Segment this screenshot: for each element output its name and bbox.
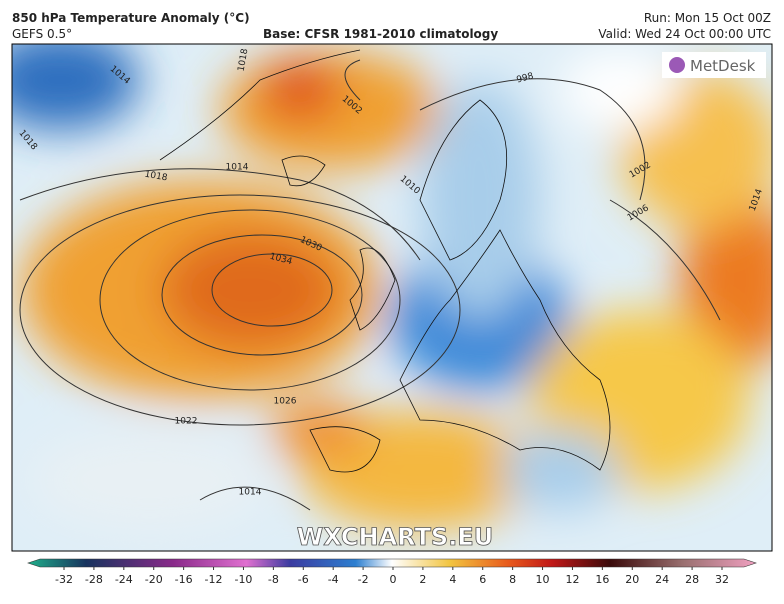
colorbar-tick-label: -2 xyxy=(358,573,369,586)
colorbar-tick-label: 8 xyxy=(509,573,516,586)
logo: MetDesk xyxy=(690,57,756,75)
colorbar xyxy=(27,558,757,568)
watermark: WXCHARTS.EU xyxy=(297,523,493,551)
colorbar-tick-label: 2 xyxy=(419,573,426,586)
isobar-label: 1026 xyxy=(274,397,297,407)
colorbar-tick-label: 32 xyxy=(715,573,729,586)
model: GEFS 0.5° xyxy=(12,27,72,41)
colorbar-tick-label: 16 xyxy=(595,573,609,586)
colorbar-tick-label: 12 xyxy=(565,573,579,586)
colorbar-tick-label: 6 xyxy=(479,573,486,586)
colorbar-tick-label: -16 xyxy=(175,573,193,586)
isobar-label: 1018 xyxy=(144,170,169,184)
base: Base: CFSR 1981-2010 climatology xyxy=(263,27,498,41)
colorbar-tick-label: -20 xyxy=(145,573,163,586)
colorbar-tick-label: -32 xyxy=(55,573,73,586)
isobar-label: 998 xyxy=(516,71,535,85)
isobar-label: 1014 xyxy=(239,488,262,498)
title: 850 hPa Temperature Anomaly (°C) xyxy=(12,11,250,25)
colorbar-tick-label: 24 xyxy=(655,573,669,586)
colorbar-tick-label: -8 xyxy=(268,573,279,586)
map xyxy=(12,44,772,551)
colorbar-tick-label: 28 xyxy=(685,573,699,586)
colorbar-tick-label: -24 xyxy=(115,573,133,586)
colorbar-tick-label: 20 xyxy=(625,573,639,586)
isobar-label: 1018 xyxy=(237,48,251,73)
colorbar-tick-label: -28 xyxy=(85,573,103,586)
colorbar-tick-label: -6 xyxy=(298,573,309,586)
colorbar-tick-label: 4 xyxy=(449,573,456,586)
run: Run: Mon 15 Oct 00Z xyxy=(644,11,771,25)
isobar-label: 1014 xyxy=(226,163,249,173)
isobar-label: 1022 xyxy=(175,417,198,427)
valid: Valid: Wed 24 Oct 00:00 UTC xyxy=(598,27,771,41)
map-frame xyxy=(11,43,773,552)
logo-icon xyxy=(669,57,685,73)
colorbar-tick-label: -12 xyxy=(205,573,223,586)
colorbar-tick-label: -4 xyxy=(328,573,339,586)
colorbar-tick-label: -10 xyxy=(234,573,252,586)
colorbar-tick-label: 10 xyxy=(536,573,550,586)
colorbar-tick-label: 0 xyxy=(390,573,397,586)
